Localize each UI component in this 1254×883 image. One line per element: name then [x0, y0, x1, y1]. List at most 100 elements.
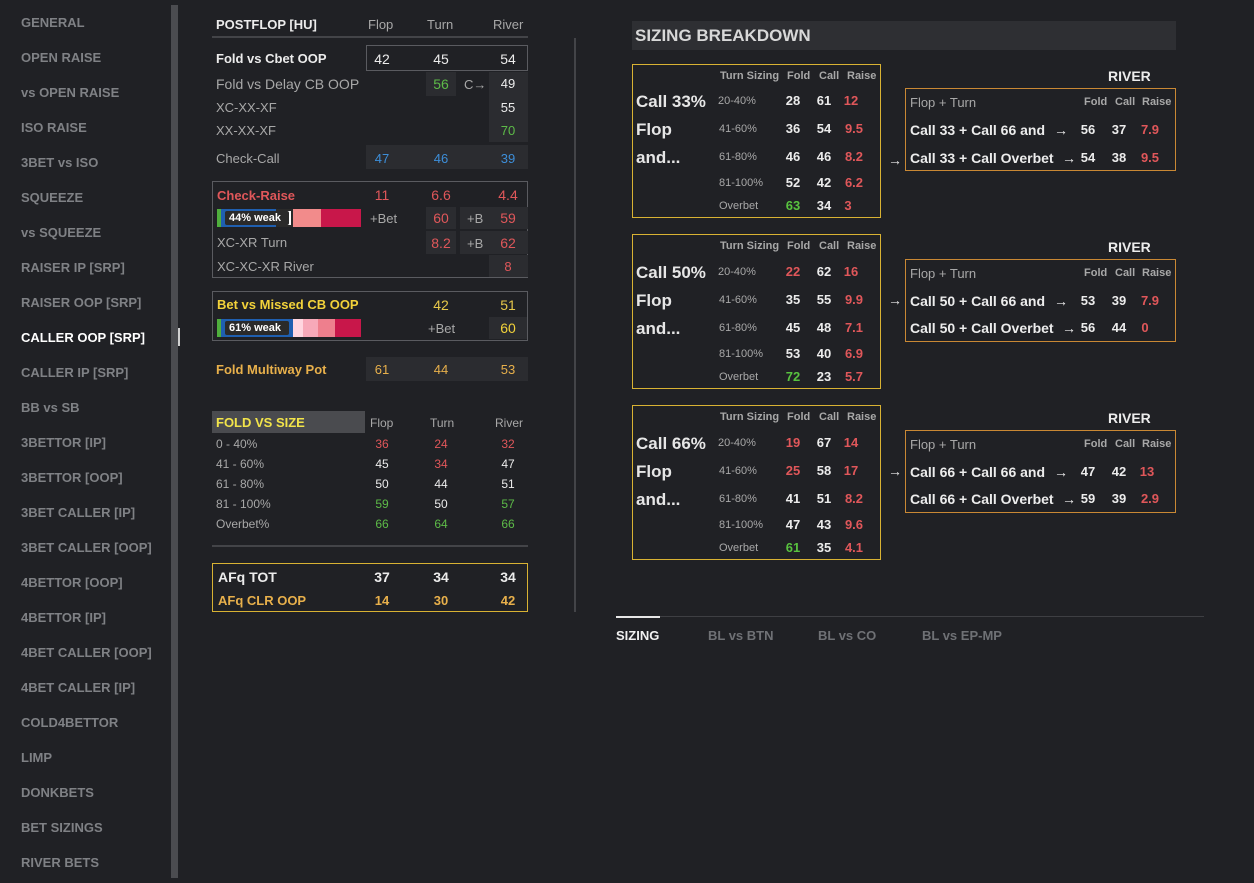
block-head-flop: Flop [636, 120, 672, 139]
nav-3bet-vs-iso[interactable]: 3BET vs ISO [21, 155, 99, 170]
xc-xx-xf-river: 55 [500, 100, 516, 115]
nav-cold4bettor[interactable]: COLD4BETTOR [21, 715, 119, 730]
river-call: 39 [1111, 491, 1127, 506]
nav-iso-raise[interactable]: ISO RAISE [21, 120, 87, 135]
nav-river-bets[interactable]: RIVER BETS [21, 855, 100, 870]
flop-turn-label: Flop + Turn [910, 95, 977, 110]
size-raise: 12 [843, 93, 859, 108]
size-label: Overbet [719, 542, 759, 554]
col-river: River [493, 17, 524, 32]
arrow-icon: → [888, 292, 902, 308]
nav-3bettor-oop[interactable]: 3BETTOR [OOP] [21, 470, 123, 485]
river-row-label: Call 33 + Call 66 and [910, 122, 1046, 138]
check-raise-turn2: 60 [433, 210, 449, 226]
size-label: 20-40% [718, 437, 756, 449]
nav-raiser-ip-srp[interactable]: RAISER IP [SRP] [21, 260, 125, 275]
size-call: 48 [816, 320, 832, 335]
xx-xx-xf-label: XX-XX-XF [216, 123, 276, 138]
check-call-river: 39 [500, 151, 516, 166]
hdr-turn-sizing: Turn Sizing [720, 240, 780, 252]
fvs-river: 66 [501, 517, 515, 531]
tab-active-indicator [616, 616, 660, 618]
hdr-raise: Raise [847, 70, 877, 82]
nav-donkbets[interactable]: DONKBETS [21, 785, 94, 800]
fvs-row-label: 81 - 100% [216, 497, 271, 511]
nav-open-raise[interactable]: OPEN RAISE [21, 50, 102, 65]
size-call: 51 [816, 491, 832, 506]
afq-clr-label: AFq CLR OOP [218, 593, 307, 608]
nav-limp[interactable]: LIMP [21, 750, 53, 765]
col-turn: Turn [427, 17, 454, 32]
river-call: 44 [1111, 320, 1127, 335]
river-fold: 53 [1080, 293, 1096, 308]
size-call: 67 [816, 435, 832, 450]
fold-multiway-river: 53 [500, 362, 516, 377]
tabs-divider [616, 616, 1204, 617]
sizing-header [632, 21, 1176, 50]
check-raise-flop: 11 [374, 187, 390, 203]
tab-bl-vs-btn[interactable]: BL vs BTN [708, 628, 774, 643]
river-hdr-raise: Raise [1142, 267, 1172, 279]
size-label: 41-60% [719, 294, 757, 306]
size-fold: 36 [785, 121, 801, 136]
tab-sizing[interactable]: SIZING [616, 628, 660, 643]
fvs-river: 47 [501, 457, 515, 471]
nav-caller-oop-srp[interactable]: CALLER OOP [SRP] [21, 330, 145, 345]
xc-xr-turn-b-label: +B [467, 236, 484, 251]
size-fold: 53 [785, 346, 801, 361]
size-call: 55 [816, 292, 832, 307]
nav-4bettor-ip[interactable]: 4BETTOR [IP] [21, 610, 106, 625]
bet-missed-weak-label: 61% weak [229, 322, 281, 334]
size-raise: 8.2 [844, 149, 864, 164]
nav-caller-ip-srp[interactable]: CALLER IP [SRP] [21, 365, 129, 380]
fvs-river: 51 [501, 477, 515, 491]
size-label: 61-80% [719, 493, 757, 505]
river-row-arrow: → [1062, 491, 1076, 507]
afq-tot-label: AFq TOT [218, 569, 277, 585]
nav-general[interactable]: GENERAL [21, 15, 85, 30]
check-raise-b-label: +B [467, 211, 484, 226]
size-label: 81-100% [719, 177, 764, 189]
arrow-icon: → [888, 463, 902, 479]
size-call: 40 [816, 346, 832, 361]
size-fold: 46 [785, 149, 801, 164]
size-raise: 16 [843, 264, 859, 279]
nav-raiser-oop-srp[interactable]: RAISER OOP [SRP] [21, 295, 142, 310]
fvs-row-label: 61 - 80% [216, 477, 265, 491]
sidebar-scrollbar[interactable] [171, 5, 178, 878]
check-raise-weak-label: 44% weak [229, 212, 281, 224]
fvs-turn: 44 [434, 477, 448, 491]
nav-4bettor-oop[interactable]: 4BETTOR [OOP] [21, 575, 123, 590]
fvs-river: 57 [501, 497, 515, 511]
tab-bl-vs-ep-mp[interactable]: BL vs EP-MP [922, 628, 1002, 643]
nav-vs-squeeze[interactable]: vs SQUEEZE [21, 225, 102, 240]
nav-bb-vs-sb[interactable]: BB vs SB [21, 400, 80, 415]
hdr-raise: Raise [847, 411, 877, 423]
river-label: RIVER [1108, 239, 1151, 255]
river-raise: 9.5 [1140, 150, 1160, 165]
size-fold: 63 [785, 198, 801, 213]
block-head-and: and... [636, 319, 681, 338]
size-raise: 9.9 [844, 292, 864, 307]
xc-xc-xr-label: XC-XC-XR River [217, 259, 314, 274]
size-raise: 9.5 [844, 121, 864, 136]
nav-3bettor-ip[interactable]: 3BETTOR [IP] [21, 435, 106, 450]
tab-bl-vs-co[interactable]: BL vs CO [818, 628, 877, 643]
size-fold: 47 [785, 517, 801, 532]
nav-3bet-caller-ip[interactable]: 3BET CALLER [IP] [21, 505, 136, 520]
nav-vs-open-raise[interactable]: vs OPEN RAISE [21, 85, 120, 100]
nav-4bet-caller-ip[interactable]: 4BET CALLER [IP] [21, 680, 136, 695]
bet-missed-box [212, 291, 528, 341]
nav-3bet-caller-oop[interactable]: 3BET CALLER [OOP] [21, 540, 152, 555]
size-call: 34 [816, 198, 832, 213]
river-hdr-raise: Raise [1142, 96, 1172, 108]
river-row-label: Call 66 + Call 66 and [910, 464, 1046, 480]
nav-4bet-caller-oop[interactable]: 4BET CALLER [OOP] [21, 645, 152, 660]
river-call: 39 [1111, 293, 1127, 308]
nav-squeeze[interactable]: SQUEEZE [21, 190, 84, 205]
river-call: 38 [1111, 150, 1127, 165]
nav-bet-sizings[interactable]: BET SIZINGS [21, 820, 103, 835]
arrow-icon: → [888, 152, 902, 168]
check-raise-bet-label: +Bet [370, 211, 398, 226]
postflop-title: POSTFLOP [HU] [216, 17, 317, 32]
